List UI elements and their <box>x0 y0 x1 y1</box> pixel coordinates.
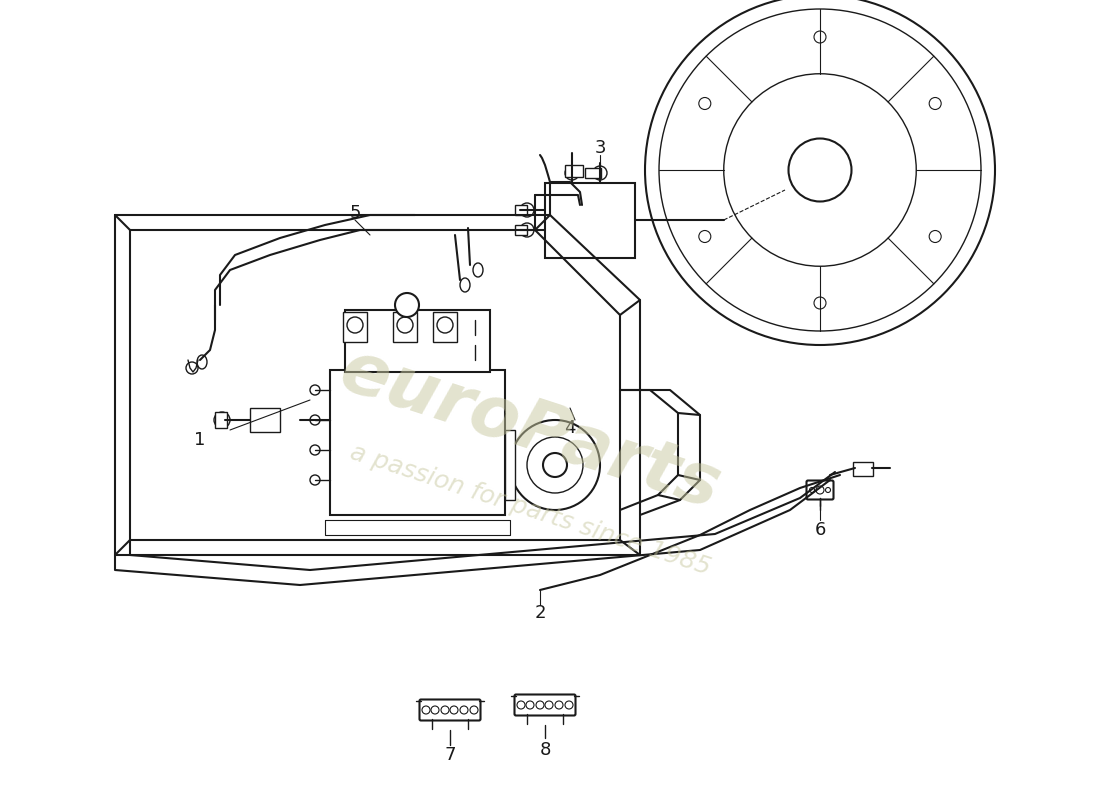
Circle shape <box>789 138 851 202</box>
Circle shape <box>520 203 534 217</box>
Circle shape <box>527 437 583 493</box>
Circle shape <box>698 230 711 242</box>
Text: 5: 5 <box>350 204 361 222</box>
Circle shape <box>397 317 412 333</box>
FancyBboxPatch shape <box>806 481 834 499</box>
Circle shape <box>431 706 439 714</box>
Bar <box>515 205 527 215</box>
Circle shape <box>536 701 544 709</box>
Circle shape <box>814 297 826 309</box>
Bar <box>515 225 527 235</box>
Text: 3: 3 <box>594 139 606 157</box>
Circle shape <box>930 98 942 110</box>
Circle shape <box>544 701 553 709</box>
Text: 1: 1 <box>195 431 206 449</box>
Circle shape <box>520 223 534 237</box>
Circle shape <box>437 317 453 333</box>
Circle shape <box>930 230 942 242</box>
Circle shape <box>346 317 363 333</box>
Circle shape <box>526 701 534 709</box>
Circle shape <box>395 293 419 317</box>
Text: 4: 4 <box>564 419 575 437</box>
Circle shape <box>422 706 430 714</box>
Circle shape <box>310 445 320 455</box>
Text: 2: 2 <box>535 604 546 622</box>
Bar <box>544 183 635 258</box>
Circle shape <box>310 385 320 395</box>
Bar <box>505 430 515 500</box>
FancyBboxPatch shape <box>419 699 481 721</box>
Circle shape <box>517 701 525 709</box>
Bar <box>214 412 227 428</box>
Circle shape <box>310 415 320 425</box>
Bar <box>343 312 367 342</box>
Text: euroParts: euroParts <box>331 336 729 524</box>
Text: 7: 7 <box>444 746 455 764</box>
Circle shape <box>510 420 600 510</box>
Bar <box>345 310 490 372</box>
FancyBboxPatch shape <box>515 694 575 715</box>
Circle shape <box>450 706 458 714</box>
Text: 6: 6 <box>814 521 826 539</box>
Bar <box>565 165 583 177</box>
Bar <box>433 312 456 342</box>
Bar <box>393 312 417 342</box>
Circle shape <box>698 98 711 110</box>
Circle shape <box>816 486 824 494</box>
Text: a passion for parts since 1985: a passion for parts since 1985 <box>346 440 713 580</box>
Circle shape <box>814 31 826 43</box>
Bar <box>585 168 601 178</box>
Bar <box>852 462 873 476</box>
Bar <box>330 370 505 515</box>
Circle shape <box>441 706 449 714</box>
Circle shape <box>556 701 563 709</box>
Circle shape <box>543 453 566 477</box>
Text: 8: 8 <box>539 741 551 759</box>
Bar <box>250 408 280 432</box>
Circle shape <box>460 706 467 714</box>
Circle shape <box>470 706 478 714</box>
Circle shape <box>310 475 320 485</box>
Circle shape <box>565 701 573 709</box>
